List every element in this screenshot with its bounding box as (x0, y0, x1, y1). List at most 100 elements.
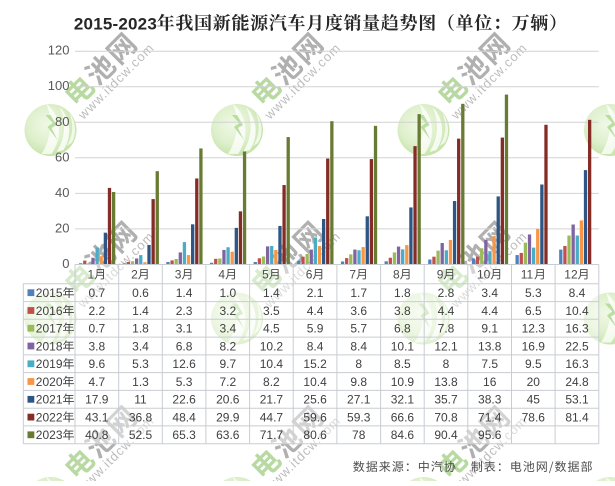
svg-text:12.6: 12.6 (172, 357, 196, 371)
svg-text:2.3: 2.3 (176, 304, 193, 318)
svg-text:7.2: 7.2 (219, 375, 236, 389)
svg-text:29.9: 29.9 (216, 410, 240, 424)
svg-text:53.1: 53.1 (565, 393, 589, 407)
svg-text:4.7: 4.7 (88, 375, 105, 389)
svg-text:12.3: 12.3 (522, 322, 546, 336)
svg-text:7.8: 7.8 (438, 322, 455, 336)
svg-text:7: 7 (349, 268, 356, 282)
svg-text:4.4: 4.4 (438, 304, 455, 318)
svg-text:3.8: 3.8 (88, 339, 105, 353)
svg-text:8.4: 8.4 (307, 339, 324, 353)
svg-text:120: 120 (48, 43, 70, 58)
svg-text:65.3: 65.3 (172, 428, 196, 442)
svg-text:63.6: 63.6 (216, 428, 240, 442)
svg-text:1: 1 (88, 268, 95, 282)
svg-text:1.7: 1.7 (350, 286, 367, 300)
svg-text:20: 20 (55, 220, 69, 235)
svg-text:35.7: 35.7 (434, 393, 458, 407)
svg-text:5.3: 5.3 (132, 357, 149, 371)
svg-text:81.4: 81.4 (565, 410, 589, 424)
svg-text:9: 9 (437, 268, 444, 282)
svg-text:52.5: 52.5 (129, 428, 153, 442)
svg-text:3.4: 3.4 (132, 339, 149, 353)
svg-text:6: 6 (306, 268, 313, 282)
svg-text:24.8: 24.8 (565, 375, 589, 389)
svg-text:27.1: 27.1 (347, 393, 371, 407)
svg-text:9.8: 9.8 (350, 375, 367, 389)
svg-text:21.7: 21.7 (260, 393, 284, 407)
svg-text:9.1: 9.1 (481, 322, 498, 336)
svg-text:5: 5 (262, 268, 269, 282)
svg-text:3.6: 3.6 (350, 304, 367, 318)
svg-text:71.7: 71.7 (260, 428, 284, 442)
svg-text:3.5: 3.5 (263, 304, 280, 318)
svg-text:3.4: 3.4 (481, 286, 498, 300)
svg-text:4.5: 4.5 (263, 322, 280, 336)
svg-text:48.4: 48.4 (172, 410, 196, 424)
svg-text:8: 8 (355, 357, 362, 371)
svg-text:1.3: 1.3 (132, 375, 149, 389)
svg-text:5.3: 5.3 (525, 286, 542, 300)
svg-text:1.8: 1.8 (394, 286, 411, 300)
svg-text:11: 11 (134, 393, 147, 407)
svg-text:3.2: 3.2 (219, 304, 236, 318)
svg-text:1.0: 1.0 (219, 286, 236, 300)
svg-text:71.4: 71.4 (478, 410, 502, 424)
svg-text:45: 45 (527, 393, 541, 407)
svg-text:40: 40 (55, 185, 69, 200)
svg-text:8: 8 (443, 357, 450, 371)
svg-text:4: 4 (218, 268, 225, 282)
svg-text:10.1: 10.1 (391, 339, 415, 353)
svg-text:13.8: 13.8 (434, 375, 458, 389)
svg-text:2015-2023: 2015-2023 (74, 14, 157, 33)
svg-text:5.3: 5.3 (176, 375, 193, 389)
svg-text:9.7: 9.7 (219, 357, 236, 371)
svg-text:2022: 2022 (36, 410, 63, 424)
svg-text:78: 78 (352, 428, 366, 442)
svg-text:100: 100 (48, 78, 70, 93)
svg-text:90.4: 90.4 (434, 428, 458, 442)
svg-text:2019: 2019 (36, 357, 63, 371)
svg-text:20: 20 (527, 375, 541, 389)
svg-text:10.4: 10.4 (565, 304, 589, 318)
svg-text:38.3: 38.3 (478, 393, 502, 407)
svg-text:6.8: 6.8 (394, 322, 411, 336)
svg-text:15.2: 15.2 (303, 357, 327, 371)
svg-text:16.9: 16.9 (522, 339, 546, 353)
svg-text:1.4: 1.4 (132, 304, 149, 318)
svg-text:10.9: 10.9 (391, 375, 415, 389)
svg-text:80: 80 (55, 114, 69, 129)
svg-text:13.8: 13.8 (478, 339, 502, 353)
svg-text:8.2: 8.2 (263, 375, 280, 389)
svg-text:66.6: 66.6 (391, 410, 415, 424)
svg-text:16.3: 16.3 (565, 357, 589, 371)
svg-text:8.2: 8.2 (219, 339, 236, 353)
svg-text:3.8: 3.8 (394, 304, 411, 318)
svg-text:2.1: 2.1 (307, 286, 324, 300)
svg-text:1.4: 1.4 (263, 286, 280, 300)
svg-text:0.7: 0.7 (88, 322, 105, 336)
svg-text:6.5: 6.5 (525, 304, 542, 318)
svg-text:22.6: 22.6 (172, 393, 196, 407)
svg-text:59.6: 59.6 (303, 410, 327, 424)
svg-text:2017: 2017 (36, 322, 63, 336)
svg-text:8.5: 8.5 (394, 357, 411, 371)
svg-text:70.8: 70.8 (434, 410, 458, 424)
svg-text:10.4: 10.4 (303, 375, 327, 389)
svg-text:32.1: 32.1 (391, 393, 415, 407)
svg-text:8: 8 (393, 268, 400, 282)
svg-text:2020: 2020 (36, 375, 63, 389)
svg-text:2016: 2016 (36, 304, 63, 318)
svg-text:44.7: 44.7 (260, 410, 284, 424)
svg-text:80.6: 80.6 (303, 428, 327, 442)
svg-text:2021: 2021 (36, 393, 63, 407)
svg-text:0.6: 0.6 (132, 286, 149, 300)
svg-text:2.2: 2.2 (88, 304, 105, 318)
svg-text:20.6: 20.6 (216, 393, 240, 407)
svg-text:9.6: 9.6 (88, 357, 105, 371)
svg-text:5.9: 5.9 (307, 322, 324, 336)
svg-text:25.6: 25.6 (303, 393, 327, 407)
svg-text:10: 10 (477, 268, 491, 282)
svg-text:5.7: 5.7 (350, 322, 367, 336)
svg-text:22.5: 22.5 (565, 339, 589, 353)
